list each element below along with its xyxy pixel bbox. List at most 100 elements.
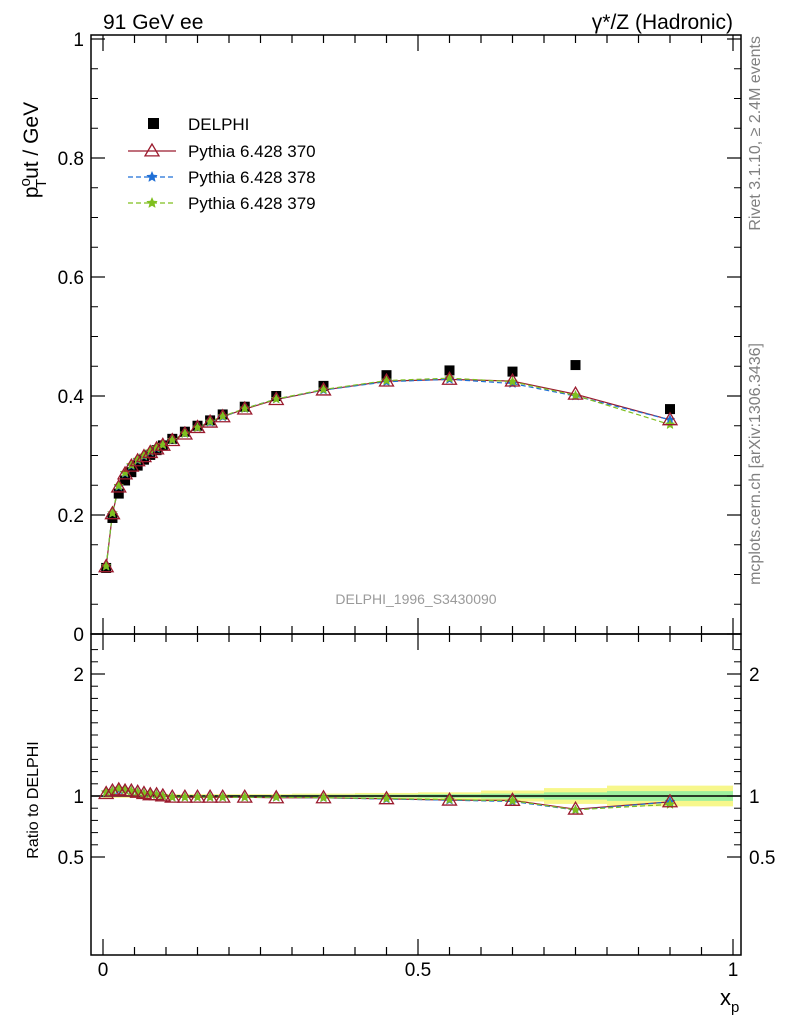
point-p370	[504, 372, 521, 387]
xlabel-x: x	[720, 985, 731, 1010]
point-p370	[104, 505, 121, 520]
xtick-label: 1	[728, 960, 739, 981]
svg-text:poTut / GeV: poTut / GeV	[17, 102, 50, 198]
ratio-point-p370	[98, 785, 115, 800]
ratio-point-p379	[444, 793, 455, 805]
legend-entry-p378: Pythia 6.428 378	[128, 168, 316, 187]
data-point-delphi	[507, 366, 518, 377]
point-p370	[164, 432, 181, 447]
point-p379	[179, 427, 191, 439]
point-p379	[270, 393, 282, 404]
ratio-point-p370	[201, 788, 219, 803]
legend-entry-p370: Pythia 6.428 370	[128, 142, 316, 161]
data-point-delphi	[444, 365, 455, 376]
main-ytick-label: 0.4	[58, 387, 85, 408]
point-p379	[318, 383, 329, 395]
point-p379	[204, 415, 216, 427]
main-y-axis-label: poTut / GeV	[17, 102, 50, 198]
data-point-delphi	[113, 488, 124, 499]
point-p370	[661, 411, 679, 426]
data-point-delphi	[570, 360, 581, 371]
point-p370	[98, 558, 115, 573]
main-ytick-label: 0.2	[58, 506, 84, 527]
series-line-p370	[105, 378, 671, 567]
ratio-ytick-label-right: 0.5	[749, 848, 775, 869]
x-axis-label: xp	[720, 985, 739, 1016]
data-point-delphi	[665, 404, 675, 415]
series-line-p378	[105, 378, 671, 567]
point-p379	[239, 402, 251, 414]
point-p370	[315, 381, 332, 396]
legend-label-p370: Pythia 6.428 370	[188, 142, 316, 161]
ylabel-sup: o	[17, 178, 34, 186]
ratio-point-p370	[567, 800, 584, 815]
point-p370	[441, 371, 458, 385]
point-p370	[129, 452, 146, 467]
ratio-point-p370	[441, 791, 458, 806]
ratio-point-p370	[214, 788, 231, 803]
point-p370	[110, 478, 127, 493]
data-point-delphi	[145, 449, 156, 460]
point-p370	[378, 372, 395, 387]
data-point-delphi	[126, 467, 137, 478]
point-p370	[236, 400, 253, 415]
main-ytick-label: 1	[73, 30, 84, 51]
main-panel: 0 0.2 0.4 0.6 0.8 1 DELPHI Pythia 6.428 370 Pyth…	[58, 30, 742, 646]
ratio-point-p379	[270, 791, 282, 802]
ratio-point-p370	[504, 792, 521, 806]
main-ytick-label: 0	[73, 625, 84, 646]
ratio-point-p370	[268, 789, 285, 804]
legend-label-p379: Pythia 6.428 379	[188, 194, 316, 213]
point-p379	[166, 434, 178, 445]
point-p370	[201, 413, 219, 428]
ylabel-sub: T	[33, 179, 50, 188]
rivet-label: Rivet 3.1.10, ≥ 2.4M events	[747, 36, 764, 231]
legend-marker-p378	[146, 170, 158, 182]
point-p379	[107, 507, 118, 518]
ratio-frame	[90, 633, 742, 956]
header-right: γ*/Z (Hadronic)	[592, 11, 733, 34]
point-p370	[176, 425, 194, 440]
legend-marker-delphi	[148, 118, 159, 129]
ratio-ytick-label: 2	[73, 665, 84, 686]
point-p370	[214, 408, 231, 423]
legend-label-data: DELPHI	[188, 115, 249, 134]
point-p370	[135, 448, 153, 463]
ratio-point-p370	[315, 789, 332, 804]
legend-entry-p379: Pythia 6.428 379	[128, 194, 316, 213]
main-ytick-label: 0.6	[58, 268, 84, 289]
data-point-delphi	[120, 475, 131, 486]
ratio-point-p370	[189, 788, 206, 803]
ratio-panel: 0 0.5 1 0.5 0.5 1 1 2 2	[58, 633, 775, 981]
legend-marker-p379	[146, 196, 158, 208]
point-p370	[567, 385, 584, 400]
point-p370	[268, 391, 285, 406]
legend-entry-data: DELPHI	[148, 115, 249, 134]
ratio-point-p370	[164, 788, 181, 803]
ratio-point-p370	[236, 788, 253, 803]
data-point-delphi	[138, 454, 149, 465]
ratio-y-axis-label: Ratio to DELPHI	[25, 741, 42, 858]
point-p370	[189, 419, 206, 434]
point-p379	[444, 372, 455, 383]
header-left: 91 GeV ee	[103, 11, 203, 34]
ylabel-rest: ut / GeV	[20, 102, 43, 179]
ratio-ytick-label: 1	[73, 787, 84, 808]
ratio-ytick-label-right: 1	[749, 787, 760, 808]
point-p370	[148, 440, 165, 455]
analysis-tag: DELPHI_1996_S3430090	[335, 591, 496, 607]
legend-marker-p370	[143, 142, 161, 157]
ratio-point-p370	[104, 782, 121, 797]
ylabel-p: p	[20, 186, 43, 198]
point-p379	[100, 560, 112, 571]
xlabel-sub: p	[731, 999, 739, 1016]
series-line-p379	[105, 377, 671, 567]
point-p379	[217, 410, 229, 421]
ratio-point-p370	[661, 793, 679, 808]
point-p370	[116, 465, 134, 480]
xtick-label: 0.5	[405, 960, 431, 981]
legend-label-p378: Pythia 6.428 378	[188, 168, 316, 187]
ratio-point-p370	[378, 790, 395, 805]
data-point-delphi	[107, 512, 118, 523]
